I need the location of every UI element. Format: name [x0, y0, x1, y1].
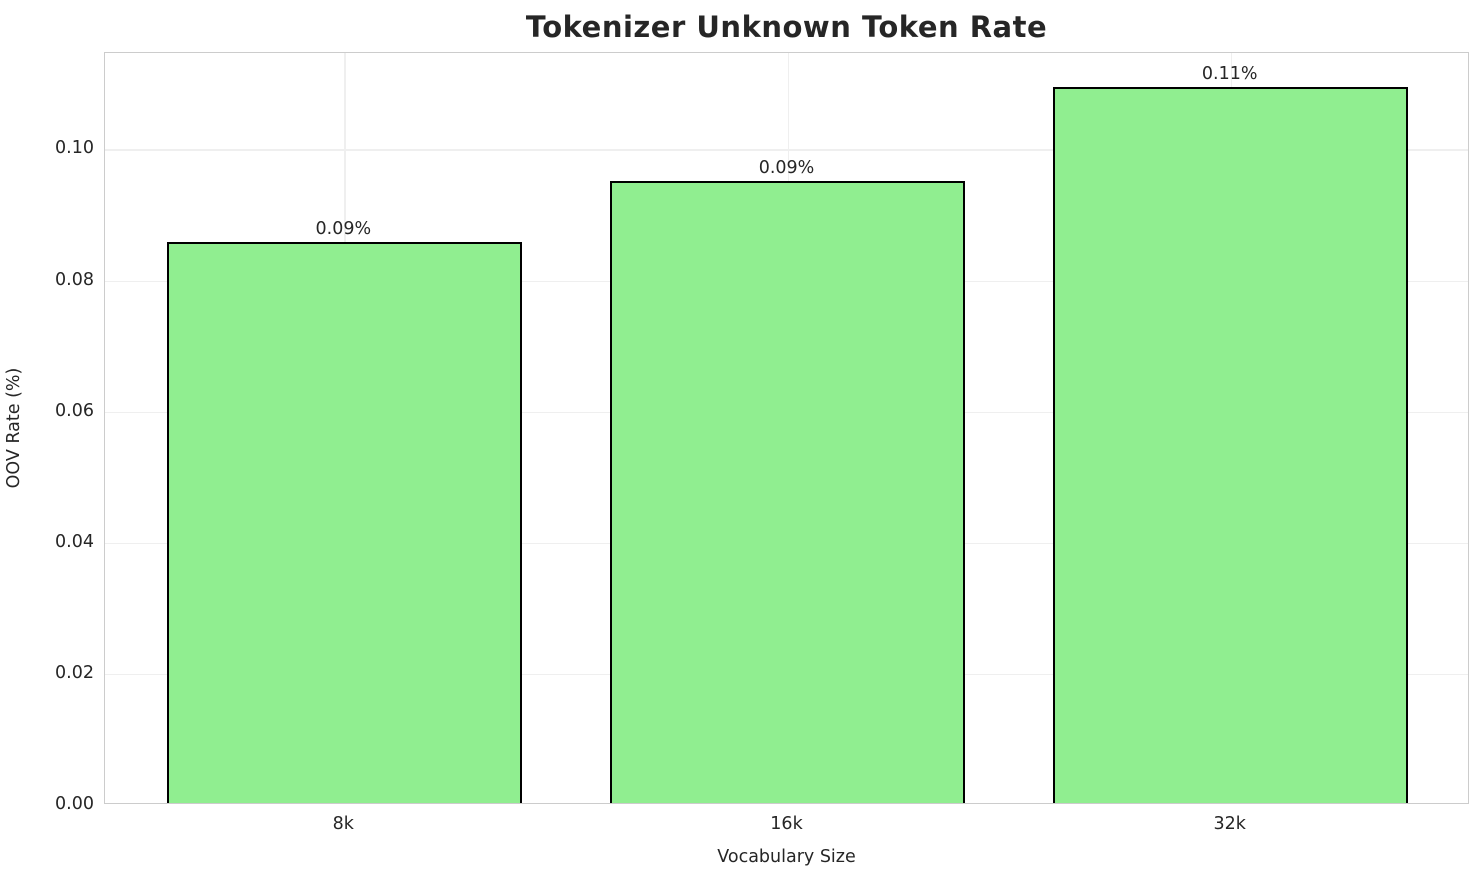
bar-16k: [610, 181, 965, 803]
bar-value-label: 0.11%: [1201, 64, 1258, 85]
bar-value-label: 0.09%: [758, 158, 815, 179]
bar-value-label: 0.09%: [315, 219, 372, 240]
x-tick-label: 32k: [1213, 814, 1246, 834]
chart-title: Tokenizer Unknown Token Rate: [525, 10, 1048, 44]
y-tick-label: 0.08: [55, 269, 94, 290]
y-tick-label: 0.04: [55, 531, 94, 552]
y-tick-label: 0.00: [55, 794, 94, 814]
x-axis-label: Vocabulary Size: [717, 847, 856, 867]
plot-area: [104, 52, 1469, 804]
y-tick-label: 0.02: [55, 662, 94, 683]
bar-32k: [1053, 87, 1408, 803]
x-tick-label: 8k: [332, 814, 354, 834]
y-tick-label: 0.10: [55, 138, 94, 159]
y-axis-label: OOV Rate (%): [4, 367, 24, 489]
bar-8k: [167, 242, 522, 803]
y-tick-label: 0.06: [55, 400, 94, 421]
x-tick-label: 16k: [770, 814, 803, 834]
gridline-y: [105, 149, 1468, 151]
